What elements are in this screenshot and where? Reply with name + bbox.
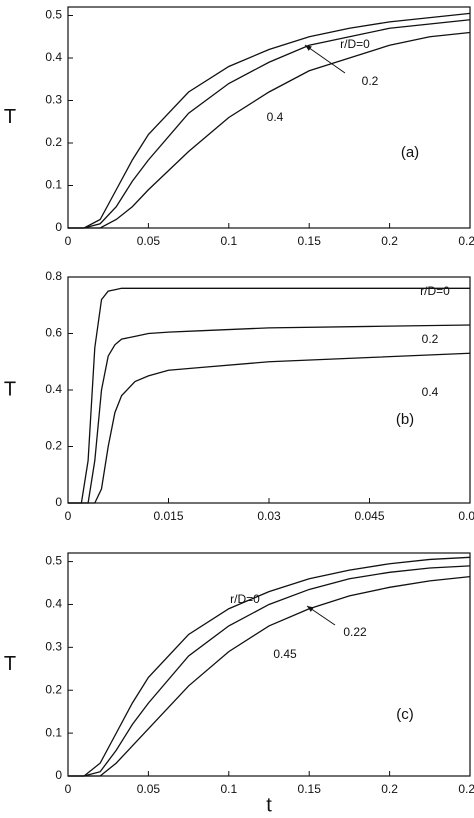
- y-tick-label: 0.5: [45, 554, 62, 568]
- y-tick-label: 0.2: [45, 135, 62, 149]
- panel-label: (b): [396, 411, 414, 428]
- x-tick-label: 0: [65, 509, 72, 523]
- plot-frame: [67, 552, 471, 777]
- y-tick-label: 0.4: [45, 597, 62, 611]
- x-tick-label: 0.25: [458, 234, 474, 248]
- curve-label: 0.2: [362, 74, 379, 88]
- y-tick-label: 0.5: [45, 8, 62, 22]
- y-tick-label: 0.1: [45, 178, 62, 192]
- curve: [68, 31, 471, 229]
- curve-label: r/D=0: [230, 592, 260, 606]
- curve: [68, 12, 471, 229]
- y-tick-label: 0.3: [45, 640, 62, 654]
- x-tick-label: 0.05: [137, 234, 161, 248]
- curve-label: 0.4: [422, 385, 439, 399]
- y-tick-label: 0: [55, 220, 62, 234]
- curve: [68, 19, 471, 229]
- x-tick-label: 0: [65, 234, 72, 248]
- curve-label: 0.2: [422, 332, 439, 346]
- x-tick-label: 0.03: [257, 509, 281, 523]
- x-tick-label: 0.05: [137, 782, 161, 796]
- x-tick-label: 0: [65, 782, 72, 796]
- y-tick-label: 0.2: [45, 682, 62, 696]
- y-tick-label: 0: [55, 495, 62, 509]
- arrow-line: [304, 44, 346, 74]
- plot-frame: [67, 6, 471, 229]
- x-tick-label: 0.2: [381, 234, 398, 248]
- curve: [68, 575, 471, 777]
- y-tick-label: 0: [55, 768, 62, 782]
- y-tick-label: 0.8: [45, 269, 62, 283]
- curve: [68, 324, 471, 504]
- y-axis-title: T: [4, 106, 16, 128]
- arrow-head: [305, 45, 312, 51]
- x-tick-label: 0.06: [458, 509, 474, 523]
- panel-label: (a): [401, 144, 419, 161]
- panel-label: (c): [396, 706, 414, 723]
- y-axis-title: T: [4, 378, 16, 400]
- plot-frame: [67, 276, 471, 504]
- curve-label: r/D=0: [340, 37, 370, 51]
- y-tick-label: 0.2: [45, 439, 62, 453]
- x-tick-label: 0.2: [381, 782, 398, 796]
- y-tick-label: 0.3: [45, 93, 62, 107]
- x-tick-label: 0.015: [153, 509, 183, 523]
- arrow-head: [307, 606, 314, 612]
- x-tick-label: 0.1: [220, 234, 237, 248]
- curve-label: 0.22: [343, 625, 367, 639]
- y-axis-title: T: [4, 653, 16, 675]
- y-tick-label: 0.4: [45, 50, 62, 64]
- curve: [68, 352, 471, 504]
- curve: [68, 565, 471, 777]
- y-tick-label: 0.4: [45, 382, 62, 396]
- y-tick-label: 0.6: [45, 326, 62, 340]
- x-tick-label: 0.25: [458, 782, 474, 796]
- x-tick-label: 0.15: [298, 782, 322, 796]
- y-tick-label: 0.1: [45, 725, 62, 739]
- curve: [68, 556, 471, 777]
- x-tick-label: 0.1: [220, 782, 237, 796]
- curve-label: 0.4: [267, 110, 284, 124]
- x-axis-title: t: [266, 794, 272, 816]
- curve-label: r/D=0: [420, 284, 450, 298]
- x-tick-label: 0.15: [298, 234, 322, 248]
- curve-label: 0.45: [273, 647, 297, 661]
- curve: [68, 287, 470, 504]
- x-tick-label: 0.045: [354, 509, 384, 523]
